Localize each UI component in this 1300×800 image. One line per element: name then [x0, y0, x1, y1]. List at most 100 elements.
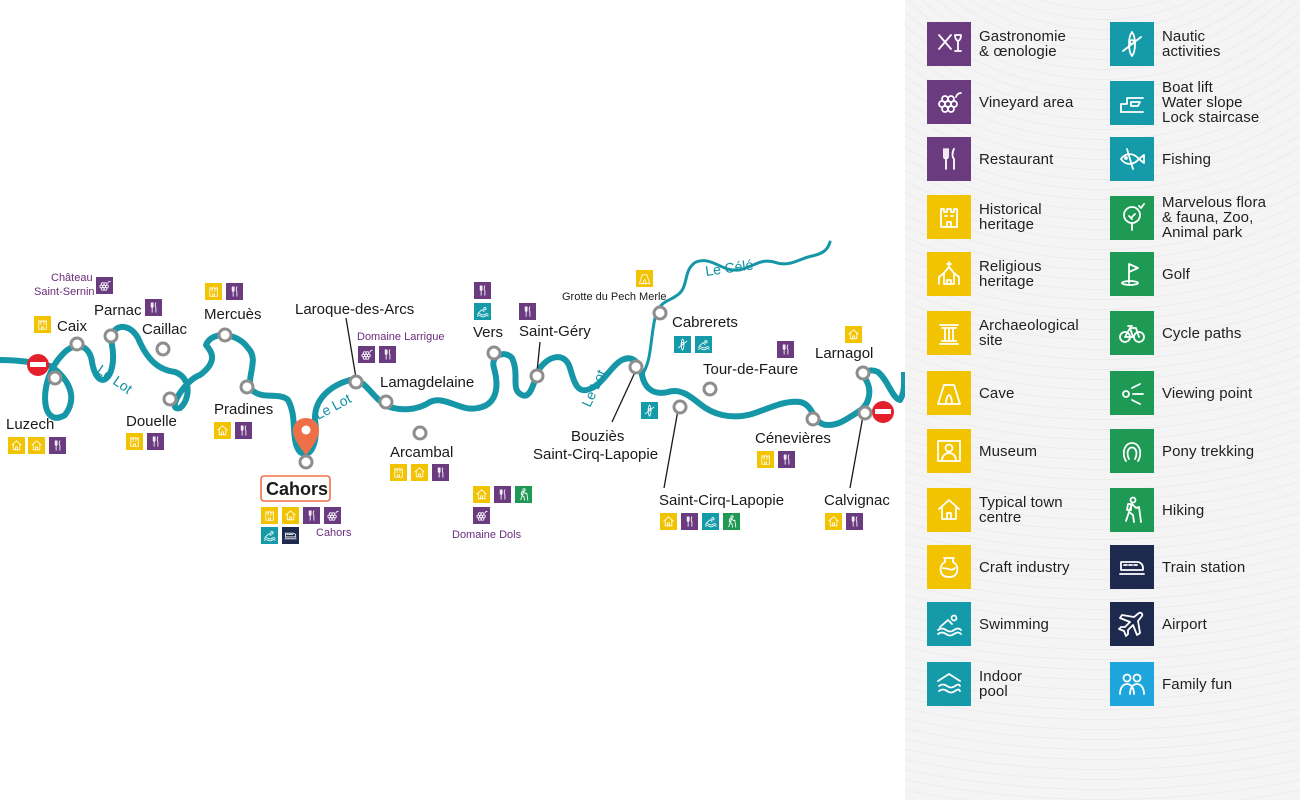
place-lamagdelaine[interactable]: Lamagdelaine: [380, 374, 474, 391]
legend-item-cutlery[interactable]: Restaurant: [927, 137, 1053, 181]
legend-item-kayak[interactable]: Nautic activities: [1110, 22, 1221, 66]
place-vers[interactable]: Vers: [473, 324, 503, 341]
cutlery-icon[interactable]: [681, 513, 698, 530]
house-icon[interactable]: [282, 507, 299, 524]
swimmer-icon[interactable]: [261, 527, 278, 544]
legend-item-golf-flag[interactable]: Golf: [1110, 252, 1190, 296]
cutlery-icon[interactable]: [846, 513, 863, 530]
cutlery-icon[interactable]: [226, 283, 243, 300]
place-laroque[interactable]: Laroque-des-Arcs: [295, 301, 414, 318]
node-parnac[interactable]: [103, 328, 119, 344]
cutlery-icon[interactable]: [519, 303, 536, 320]
house-icon[interactable]: [845, 326, 862, 343]
house-icon[interactable]: [28, 437, 45, 454]
grapes-icon[interactable]: [324, 507, 341, 524]
node-mercues[interactable]: [217, 327, 233, 343]
house-icon[interactable]: [473, 486, 490, 503]
legend-item-tree[interactable]: Marvelous flora & fauna, Zoo, Animal par…: [1110, 195, 1266, 240]
cutlery-icon[interactable]: [147, 433, 164, 450]
place-larnagol[interactable]: Larnagol: [815, 345, 873, 362]
grapes-icon[interactable]: [96, 277, 113, 294]
node-cenevieres[interactable]: [805, 411, 821, 427]
place-caix[interactable]: Caix: [57, 318, 88, 335]
hiker-icon[interactable]: [515, 486, 532, 503]
place-saint-gery[interactable]: Saint-Géry: [519, 323, 591, 340]
place-calvignac[interactable]: Calvignac: [824, 492, 890, 509]
node-saint-cirq[interactable]: [672, 399, 688, 415]
place-parnac[interactable]: Parnac: [94, 302, 142, 319]
cutlery-icon[interactable]: [379, 346, 396, 363]
castle-icon[interactable]: [390, 464, 407, 481]
node-caix[interactable]: [69, 336, 85, 352]
house-icon[interactable]: [8, 437, 25, 454]
kayak-icon[interactable]: [674, 336, 691, 353]
legend-item-column[interactable]: Archaeological site: [927, 311, 1079, 355]
location-pin-icon[interactable]: [293, 418, 319, 455]
grapes-icon[interactable]: [358, 346, 375, 363]
legend-item-gastronomy[interactable]: Gastronomie & œnologie: [927, 22, 1066, 66]
place-bouzies-sub[interactable]: Saint-Cirq-Lapopie: [533, 446, 658, 463]
legend-item-train[interactable]: Train station: [1110, 545, 1245, 589]
house-icon[interactable]: [660, 513, 677, 530]
node-tour-de-faure[interactable]: [702, 381, 718, 397]
castle-icon[interactable]: [126, 433, 143, 450]
house-icon[interactable]: [825, 513, 842, 530]
cutlery-icon[interactable]: [494, 486, 511, 503]
place-tour-de-faure[interactable]: Tour-de-Faure: [703, 361, 798, 378]
place-saint-cirq[interactable]: Saint-Cirq-Lapopie: [659, 492, 784, 509]
swimmer-icon[interactable]: [702, 513, 719, 530]
node-lamagdelaine[interactable]: [378, 394, 394, 410]
node-cahors[interactable]: [298, 454, 314, 470]
place-pradines[interactable]: Pradines: [214, 401, 273, 418]
node-vers[interactable]: [486, 345, 502, 361]
castle-icon[interactable]: [34, 316, 51, 333]
legend-item-fish[interactable]: Fishing: [1110, 137, 1211, 181]
legend-item-swimmer[interactable]: Swimming: [927, 602, 1049, 646]
train-icon[interactable]: [282, 527, 299, 544]
cutlery-icon[interactable]: [303, 507, 320, 524]
legend-item-bicycle[interactable]: Cycle paths: [1110, 311, 1241, 355]
legend-item-museum[interactable]: Museum: [927, 429, 1037, 473]
swimmer-icon[interactable]: [474, 303, 491, 320]
legend-item-cave[interactable]: Cave: [927, 371, 1014, 415]
place-caillac[interactable]: Caillac: [142, 321, 188, 338]
legend-item-castle[interactable]: Historical heritage: [927, 195, 1042, 239]
place-arcambal[interactable]: Arcambal: [390, 444, 453, 461]
house-icon[interactable]: [411, 464, 428, 481]
kayak-icon[interactable]: [641, 402, 658, 419]
castle-icon[interactable]: [261, 507, 278, 524]
legend-item-pot[interactable]: Craft industry: [927, 545, 1070, 589]
place-douelle[interactable]: Douelle: [126, 413, 177, 430]
node-douelle[interactable]: [162, 391, 178, 407]
node-pradines[interactable]: [239, 379, 255, 395]
node-luzech[interactable]: [47, 370, 63, 386]
place-cenevieres[interactable]: Cénevières: [755, 430, 831, 447]
place-cahors[interactable]: Cahors: [266, 479, 328, 499]
node-caillac[interactable]: [155, 341, 171, 357]
node-calvignac[interactable]: [857, 405, 873, 421]
node-saint-gery[interactable]: [529, 368, 545, 384]
grapes-icon[interactable]: [473, 507, 490, 524]
legend-item-family[interactable]: Family fun: [1110, 662, 1232, 706]
cutlery-icon[interactable]: [432, 464, 449, 481]
castle-icon[interactable]: [757, 451, 774, 468]
place-bouzies[interactable]: Bouziès: [571, 428, 624, 445]
legend-item-hiker[interactable]: Hiking: [1110, 488, 1204, 532]
legend-item-viewpoint[interactable]: Viewing point: [1110, 371, 1252, 415]
castle-icon[interactable]: [205, 283, 222, 300]
place-mercues[interactable]: Mercuès: [204, 306, 262, 323]
legend-item-indoor-pool[interactable]: Indoor pool: [927, 662, 1022, 706]
cutlery-icon[interactable]: [235, 422, 252, 439]
node-arcambal[interactable]: [412, 425, 428, 441]
legend-item-boat-lift[interactable]: Boat lift Water slope Lock staircase: [1110, 80, 1259, 125]
cutlery-icon[interactable]: [49, 437, 66, 454]
node-cabrerets[interactable]: [652, 305, 668, 321]
place-luzech[interactable]: Luzech: [6, 416, 54, 433]
node-larnagol[interactable]: [855, 365, 871, 381]
legend-item-house[interactable]: Typical town centre: [927, 488, 1063, 532]
legend-item-church[interactable]: Religious heritage: [927, 252, 1042, 296]
cutlery-icon[interactable]: [145, 299, 162, 316]
node-bouzies[interactable]: [628, 359, 644, 375]
legend-item-airplane[interactable]: Airport: [1110, 602, 1207, 646]
swimmer-icon[interactable]: [695, 336, 712, 353]
